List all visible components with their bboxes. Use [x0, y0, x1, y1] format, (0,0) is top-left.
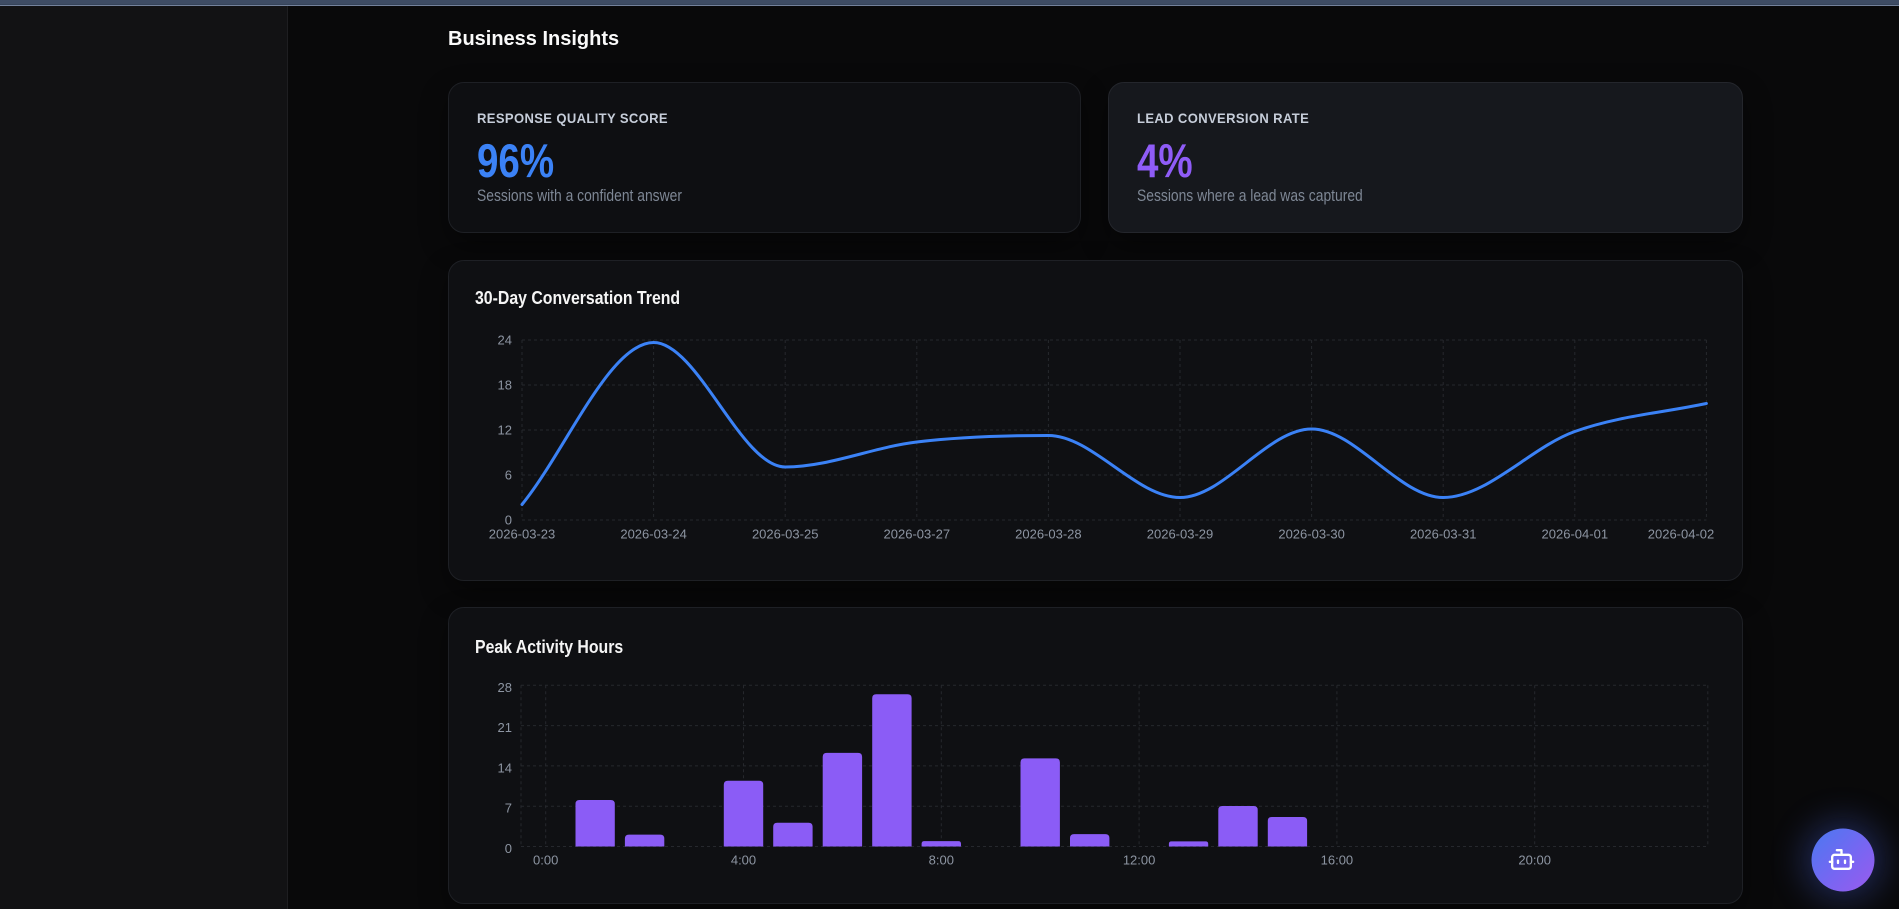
svg-text:2026-03-25: 2026-03-25 [752, 527, 819, 542]
svg-text:2026-03-23: 2026-03-23 [489, 527, 556, 542]
svg-text:24: 24 [498, 333, 512, 348]
svg-text:2026-03-31: 2026-03-31 [1410, 527, 1477, 542]
svg-text:7: 7 [505, 801, 512, 816]
svg-text:14: 14 [498, 760, 512, 775]
svg-text:2026-03-27: 2026-03-27 [884, 527, 951, 542]
svg-text:2026-03-24: 2026-03-24 [620, 527, 687, 542]
svg-text:4:00: 4:00 [731, 853, 756, 868]
svg-text:0:00: 0:00 [533, 853, 558, 868]
svg-text:8:00: 8:00 [929, 853, 954, 868]
svg-text:2026-04-01: 2026-04-01 [1542, 527, 1609, 542]
svg-text:2026-03-30: 2026-03-30 [1278, 527, 1345, 542]
svg-text:2026-04-02: 2026-04-02 [1648, 527, 1715, 542]
svg-text:6: 6 [505, 468, 512, 483]
svg-text:20:00: 20:00 [1518, 853, 1551, 868]
svg-text:18: 18 [498, 378, 512, 393]
svg-text:2026-03-28: 2026-03-28 [1015, 527, 1082, 542]
svg-text:2026-03-29: 2026-03-29 [1147, 527, 1214, 542]
svg-text:0: 0 [505, 841, 512, 856]
svg-text:21: 21 [498, 720, 512, 735]
svg-text:12: 12 [498, 423, 512, 438]
svg-text:12:00: 12:00 [1123, 853, 1156, 868]
svg-text:0: 0 [505, 513, 512, 528]
svg-text:28: 28 [498, 680, 512, 695]
svg-text:16:00: 16:00 [1321, 853, 1354, 868]
